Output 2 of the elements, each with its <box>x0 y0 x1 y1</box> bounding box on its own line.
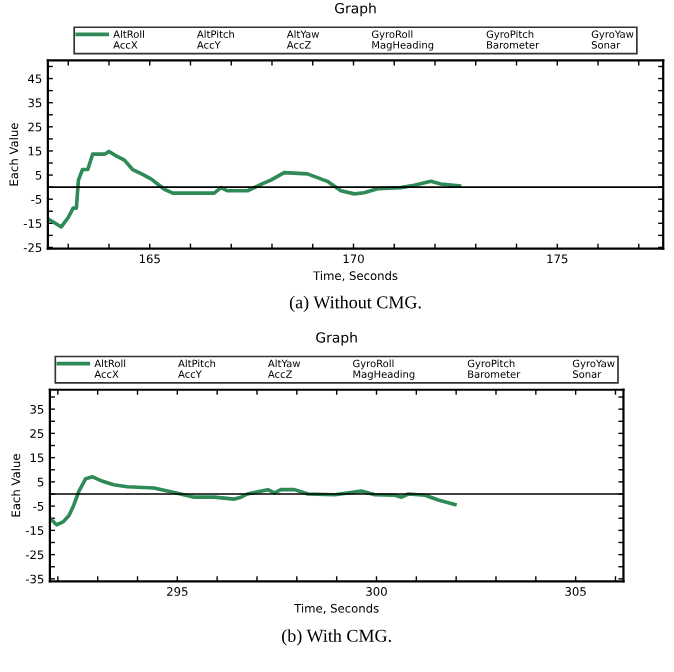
text: (b) With CMG. <box>282 629 391 646</box>
text: (a) Without CMG. <box>289 295 421 313</box>
